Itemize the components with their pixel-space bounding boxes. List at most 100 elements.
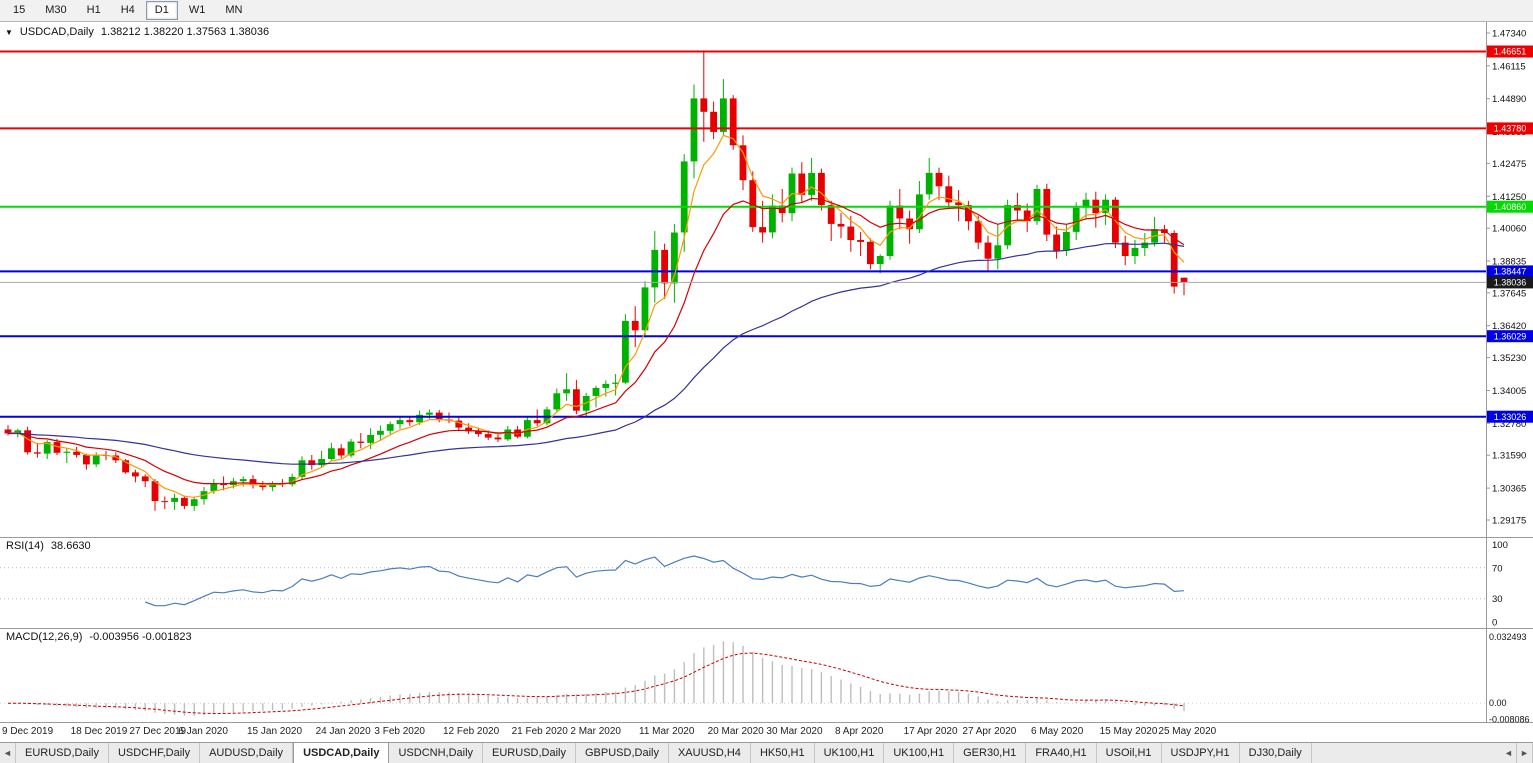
- price-badge-1.36029: 1.36029: [1487, 330, 1533, 343]
- chart-tab-usdjpy-h1-14[interactable]: USDJPY,H1: [1161, 743, 1240, 763]
- svg-text:1.30365: 1.30365: [1492, 484, 1526, 495]
- tabbar-spacer: [1312, 743, 1501, 763]
- svg-text:27 Dec 2019: 27 Dec 2019: [129, 726, 186, 737]
- timeframe-button-m30[interactable]: M30: [45, 4, 67, 16]
- svg-text:1.46651: 1.46651: [1494, 47, 1527, 57]
- svg-text:1.40060: 1.40060: [1492, 224, 1526, 235]
- svg-text:1.38835: 1.38835: [1492, 257, 1526, 268]
- svg-text:1.44890: 1.44890: [1492, 94, 1526, 105]
- svg-text:21 Feb 2020: 21 Feb 2020: [512, 726, 569, 737]
- timeframe-button-15[interactable]: 15: [13, 4, 26, 16]
- svg-text:6 Jan 2020: 6 Jan 2020: [178, 726, 228, 737]
- svg-text:1.33026: 1.33026: [1494, 412, 1527, 422]
- chart-tab-eurusd-daily-5[interactable]: EURUSD,Daily: [483, 743, 576, 763]
- svg-text:1.41250: 1.41250: [1492, 192, 1526, 203]
- chart-plot-area[interactable]: [0, 22, 1486, 537]
- rsi-line: [144, 555, 1185, 607]
- svg-text:1.29175: 1.29175: [1492, 516, 1526, 527]
- price-axis-labels: 1.473401.461151.448901.436651.424751.412…: [1486, 29, 1526, 527]
- svg-text:30 Mar 2020: 30 Mar 2020: [766, 726, 823, 737]
- svg-text:1.38036: 1.38036: [1494, 278, 1527, 288]
- svg-text:1.42475: 1.42475: [1492, 159, 1526, 170]
- svg-text:11 Mar 2020: 11 Mar 2020: [639, 726, 695, 737]
- svg-text:1.38447: 1.38447: [1494, 267, 1527, 277]
- svg-text:24 Jan 2020: 24 Jan 2020: [316, 726, 371, 737]
- price-badge-1.38447: 1.38447: [1487, 265, 1533, 278]
- timeframe-button-h1[interactable]: H1: [86, 4, 101, 16]
- price-chart-svg[interactable]: 1.473401.461151.448901.436651.424751.412…: [0, 22, 1533, 742]
- svg-text:1.47340: 1.47340: [1492, 29, 1526, 40]
- svg-text:0.00: 0.00: [1489, 698, 1507, 708]
- svg-text:1.31590: 1.31590: [1492, 451, 1526, 462]
- chart-tab-usdcad-daily-3[interactable]: USDCAD,Daily: [293, 743, 390, 763]
- svg-text:-0.008086: -0.008086: [1489, 715, 1530, 725]
- svg-text:0: 0: [1492, 617, 1497, 628]
- macd-signal-line: [8, 652, 1185, 714]
- candlesticks: [4, 50, 1188, 511]
- svg-text:0.032493: 0.032493: [1489, 632, 1527, 642]
- svg-text:9 Dec 2019: 9 Dec 2019: [2, 726, 54, 737]
- price-badge-1.43780: 1.43780: [1487, 122, 1533, 135]
- ma-mid-line: [7, 197, 1185, 485]
- svg-text:2 Mar 2020: 2 Mar 2020: [570, 726, 621, 737]
- macd-axis-labels: 0.032493 0.00 -0.008086: [1489, 632, 1530, 725]
- svg-text:27 Apr 2020: 27 Apr 2020: [962, 726, 1016, 737]
- svg-text:1.46115: 1.46115: [1492, 61, 1526, 72]
- svg-text:17 Apr 2020: 17 Apr 2020: [904, 726, 958, 737]
- price-badge-1.33026: 1.33026: [1487, 410, 1533, 423]
- svg-text:15 May 2020: 15 May 2020: [1100, 726, 1158, 737]
- timeframe-button-h4[interactable]: H4: [120, 4, 135, 16]
- svg-text:1.35230: 1.35230: [1492, 353, 1526, 364]
- chart-tab-uk100-h1-10[interactable]: UK100,H1: [884, 743, 955, 763]
- svg-text:1.32780: 1.32780: [1492, 419, 1526, 430]
- timeframe-button-mn[interactable]: MN: [225, 4, 243, 16]
- chart-tab-audusd-daily-2[interactable]: AUDUSD,Daily: [200, 743, 294, 763]
- price-badge-1.46651: 1.46651: [1487, 45, 1533, 58]
- svg-text:1.40860: 1.40860: [1494, 202, 1527, 212]
- chart-tab-ger30-h1-11[interactable]: GER30,H1: [954, 743, 1027, 763]
- svg-text:1.36420: 1.36420: [1492, 321, 1526, 332]
- timeframe-button-w1[interactable]: W1: [188, 4, 206, 16]
- chart-tab-eurusd-daily-0[interactable]: EURUSD,Daily: [16, 743, 109, 763]
- ma-slow-line: [7, 242, 1185, 465]
- chart-tab-fra40-h1-12[interactable]: FRA40,H1: [1026, 743, 1097, 763]
- chart-tab-uk100-h1-9[interactable]: UK100,H1: [814, 743, 885, 763]
- svg-text:6 May 2020: 6 May 2020: [1031, 726, 1084, 737]
- macd-panel: [0, 641, 1486, 716]
- rsi-axis-labels: 100 70 30 0: [1492, 540, 1508, 628]
- tabs-scroll-left-icon[interactable]: ◄: [0, 743, 16, 763]
- symbol-list-toggle-icon[interactable]: ▼: [5, 27, 13, 37]
- chart-tab-xauusd-h4-7[interactable]: XAUUSD,H4: [668, 743, 751, 763]
- svg-text:1.43780: 1.43780: [1494, 124, 1527, 134]
- price-badge-1.38036: 1.38036: [1487, 276, 1533, 289]
- chart-tab-hk50-h1-8[interactable]: HK50,H1: [750, 743, 815, 763]
- timeframe-toolbar: 15 M30 H1 H4 D1 W1 MN: [0, 0, 1533, 22]
- svg-text:20 Mar 2020: 20 Mar 2020: [708, 726, 765, 737]
- svg-text:25 May 2020: 25 May 2020: [1158, 726, 1216, 737]
- tabs-prev-icon[interactable]: ◄: [1501, 743, 1517, 763]
- chart-tab-usoil-h1-13[interactable]: USOil,H1: [1096, 743, 1162, 763]
- svg-text:18 Dec 2019: 18 Dec 2019: [71, 726, 128, 737]
- chart-tab-dj30-daily-15[interactable]: DJ30,Daily: [1239, 743, 1312, 763]
- svg-text:1.34005: 1.34005: [1492, 386, 1526, 397]
- svg-text:8 Apr 2020: 8 Apr 2020: [835, 726, 884, 737]
- chart-tab-usdchf-daily-1[interactable]: USDCHF,Daily: [108, 743, 201, 763]
- ma-fast-line: [7, 134, 1185, 498]
- svg-text:30: 30: [1492, 594, 1503, 605]
- tabs-next-icon[interactable]: ►: [1517, 743, 1533, 763]
- chart-tabs: ◄ EURUSD,Daily USDCHF,Daily AUDUSD,Daily USD…: [0, 742, 1533, 763]
- svg-text:1.37645: 1.37645: [1492, 288, 1526, 299]
- chart-tab-usdcnh-daily-4[interactable]: USDCNH,Daily: [389, 743, 484, 763]
- svg-text:12 Feb 2020: 12 Feb 2020: [443, 726, 500, 737]
- chart-tab-gbpusd-daily-6[interactable]: GBPUSD,Daily: [576, 743, 669, 763]
- svg-text:100: 100: [1492, 540, 1508, 551]
- timeframe-button-d1[interactable]: D1: [145, 1, 178, 20]
- svg-text:70: 70: [1492, 563, 1503, 574]
- rsi-panel: [0, 555, 1486, 607]
- svg-text:3 Feb 2020: 3 Feb 2020: [374, 726, 425, 737]
- svg-text:1.36029: 1.36029: [1494, 331, 1527, 341]
- price-badge-1.40860: 1.40860: [1487, 200, 1533, 213]
- svg-text:15 Jan 2020: 15 Jan 2020: [247, 726, 302, 737]
